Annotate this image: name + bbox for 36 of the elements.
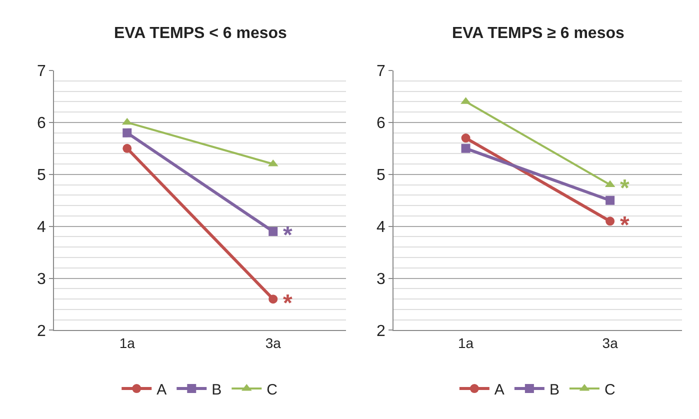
- x-tick-label: 3a: [265, 335, 282, 352]
- legend-label: A: [156, 381, 167, 398]
- x-tick-label: 3a: [602, 335, 618, 352]
- point: [122, 144, 132, 153]
- y-tick-label: 2: [37, 322, 46, 340]
- y-tick-label: 3: [37, 270, 46, 288]
- point: [268, 227, 278, 236]
- legend-label: B: [212, 381, 222, 398]
- y-tick-label: 2: [376, 322, 386, 340]
- y-tick-label: 7: [376, 63, 386, 80]
- annotation: *: [620, 212, 630, 239]
- y-tick-label: 4: [37, 218, 46, 236]
- point: [606, 196, 615, 205]
- y-tick-label: 6: [37, 115, 46, 132]
- annotation: *: [283, 222, 293, 249]
- y-tick-label: 4: [376, 218, 386, 236]
- legend-label: B: [549, 381, 560, 398]
- point: [606, 216, 615, 226]
- chart-title: EVA TEMPS < 6 mesos: [114, 25, 288, 42]
- legend-label: C: [604, 381, 616, 398]
- legend-label: A: [494, 381, 504, 398]
- y-tick-label: 5: [376, 166, 386, 184]
- annotation: *: [283, 290, 293, 317]
- y-tick-label: 7: [37, 63, 46, 80]
- point: [461, 134, 470, 143]
- point: [268, 294, 278, 304]
- legend-label: C: [266, 381, 278, 398]
- y-tick-label: 6: [376, 115, 386, 132]
- point: [461, 144, 470, 153]
- point: [122, 128, 132, 138]
- annotation: *: [620, 175, 630, 202]
- x-tick-label: 1a: [458, 335, 474, 352]
- y-tick-label: 3: [376, 270, 386, 288]
- chart-title: EVA TEMPS ≥ 6 mesos: [452, 25, 624, 42]
- y-tick-label: 5: [37, 166, 46, 184]
- x-tick-label: 1a: [119, 335, 136, 352]
